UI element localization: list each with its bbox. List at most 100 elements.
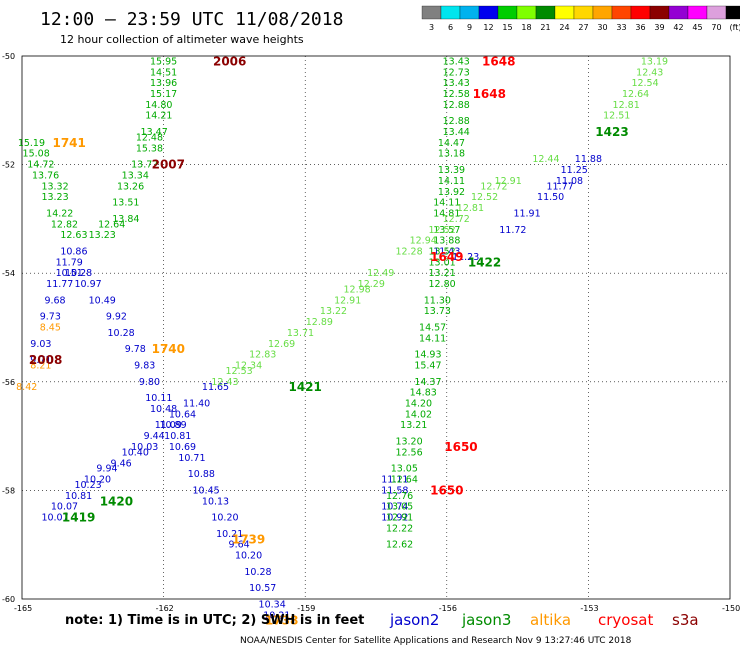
swh-value: 9.73 xyxy=(40,312,61,323)
swh-value: 13.23 xyxy=(89,230,116,241)
swh-value: 12.98 xyxy=(344,284,371,295)
footer-note: note: 1) Time is in UTC; 2) SWH is in fe… xyxy=(65,613,364,628)
swh-value: 12.82 xyxy=(51,219,78,230)
satellite-legend: jason2 jason3 altika cryosat s3a xyxy=(389,611,699,629)
swh-value: 11.58 xyxy=(381,485,408,496)
swh-value: 14.51 xyxy=(150,67,177,78)
satellite-cryosat: cryosat xyxy=(598,611,653,629)
swh-value: 9.64 xyxy=(229,540,250,551)
swh-value: 13.34 xyxy=(122,170,149,181)
swh-value: 10.28 xyxy=(65,268,92,279)
swh-value: 13.84 xyxy=(112,214,139,225)
swh-value: 12.62 xyxy=(386,540,413,551)
swh-value: 15.38 xyxy=(136,143,163,154)
swh-value: 10.57 xyxy=(249,583,276,594)
swh-value: 12.88 xyxy=(443,116,470,127)
color-scale-label: 39 xyxy=(654,23,664,32)
track-time-label: 1650 xyxy=(430,483,463,497)
swh-value: 10.20 xyxy=(235,551,262,562)
swh-value: 12.88 xyxy=(443,100,470,111)
track-time-label: 1648 xyxy=(473,87,506,101)
color-swatch xyxy=(611,5,632,20)
color-swatch xyxy=(478,5,499,20)
swh-value: 11.72 xyxy=(499,225,526,236)
satellite-altika: altika xyxy=(530,611,571,629)
track-time-label: 1419 xyxy=(62,511,95,525)
x-tick-label: -165 xyxy=(14,604,32,613)
color-scale-label: 30 xyxy=(597,23,607,32)
swh-value: 13.51 xyxy=(112,198,139,209)
swh-value: 10.89 xyxy=(159,420,186,431)
grid xyxy=(22,56,730,599)
swh-value: 10.34 xyxy=(259,599,286,610)
swh-value: 15.17 xyxy=(150,89,177,100)
swh-value: 8.45 xyxy=(40,323,61,334)
swh-value: 12.34 xyxy=(235,361,262,372)
swh-value: 14.57 xyxy=(419,323,446,334)
color-swatch xyxy=(592,5,613,20)
color-swatch xyxy=(630,5,651,20)
swh-value: 12.64 xyxy=(391,475,418,486)
color-scale-label: 27 xyxy=(578,23,588,32)
swh-value: 13.76 xyxy=(32,170,59,181)
swh-value: 12.91 xyxy=(386,513,413,524)
track-time-label: 1738 xyxy=(265,614,298,628)
track-labels: 2006 1648 1648 1741 1423 2007 1649 1422 1740 2008… xyxy=(29,54,629,627)
swh-value: 9.71 xyxy=(30,355,51,366)
color-scale-label: 21 xyxy=(540,23,550,32)
swh-value: 12.64 xyxy=(98,219,125,230)
swh-value: 10.49 xyxy=(89,295,116,306)
color-swatch xyxy=(497,5,518,20)
swh-value: 10.21 xyxy=(263,610,290,621)
swh-value: 13.73 xyxy=(424,306,451,317)
swh-value: 12.56 xyxy=(395,447,422,458)
track-time-label: 1422 xyxy=(468,255,501,269)
track-time-label: 2006 xyxy=(213,54,246,68)
swh-value: 9.44 xyxy=(144,431,165,442)
axis-ticks: -165 -162 -159 -156 -153 -150 -50 -52 -54 -56 -58 -… xyxy=(2,52,740,613)
swh-value: 10.21 xyxy=(216,529,243,540)
swh-value: 12.29 xyxy=(358,279,385,290)
swh-value: 14.80 xyxy=(145,100,172,111)
track-time-label: 1650 xyxy=(444,440,477,454)
y-tick-label: -56 xyxy=(2,378,15,387)
chart-title: 12:00 – 23:59 UTC 11/08/2018 xyxy=(40,9,343,30)
swh-value: 12.49 xyxy=(367,268,394,279)
swh-value: 10.45 xyxy=(192,485,219,496)
color-scale-label: 18 xyxy=(521,23,531,32)
track-time-label: 2007 xyxy=(152,158,185,172)
x-tick-label: -156 xyxy=(439,604,457,613)
color-scale-label: 36 xyxy=(635,23,645,32)
swh-value: 13.88 xyxy=(433,236,460,247)
y-tick-label: -58 xyxy=(2,486,15,495)
swh-value: 10.71 xyxy=(178,453,205,464)
color-scale-label: 6 xyxy=(448,23,453,32)
swh-value: 10.81 xyxy=(65,491,92,502)
swh-value: 15.47 xyxy=(414,361,441,372)
swh-value: 10.88 xyxy=(188,469,215,480)
color-swatch xyxy=(706,5,727,20)
swh-value: 10.86 xyxy=(60,246,87,257)
color-scale-label: 33 xyxy=(616,23,626,32)
swh-value: 14.81 xyxy=(433,208,460,219)
swh-value: 13.21 xyxy=(428,268,455,279)
swh-value: 15.19 xyxy=(18,138,45,149)
swh-value: 14.47 xyxy=(438,138,465,149)
swh-value: 12.69 xyxy=(268,339,295,350)
swh-value: 11.91 xyxy=(513,208,540,219)
swh-value: 10.13 xyxy=(202,496,229,507)
track-time-label: 1648 xyxy=(482,54,515,68)
swh-value: 12.58 xyxy=(443,89,470,100)
swh-value: 12.72 xyxy=(480,181,507,192)
color-swatch xyxy=(535,5,556,20)
swh-value: 12.80 xyxy=(428,279,455,290)
swh-value: 13.26 xyxy=(117,181,144,192)
color-swatch xyxy=(459,5,480,20)
color-scale-label: 70 xyxy=(711,23,721,32)
swh-value: 11.08 xyxy=(556,176,583,187)
track-time-label: 1740 xyxy=(152,342,185,356)
swh-value: 11.65 xyxy=(202,382,229,393)
swh-value: 13.23 xyxy=(41,192,68,203)
swh-value: 11.50 xyxy=(537,192,564,203)
color-scale-label: 3 xyxy=(429,23,434,32)
